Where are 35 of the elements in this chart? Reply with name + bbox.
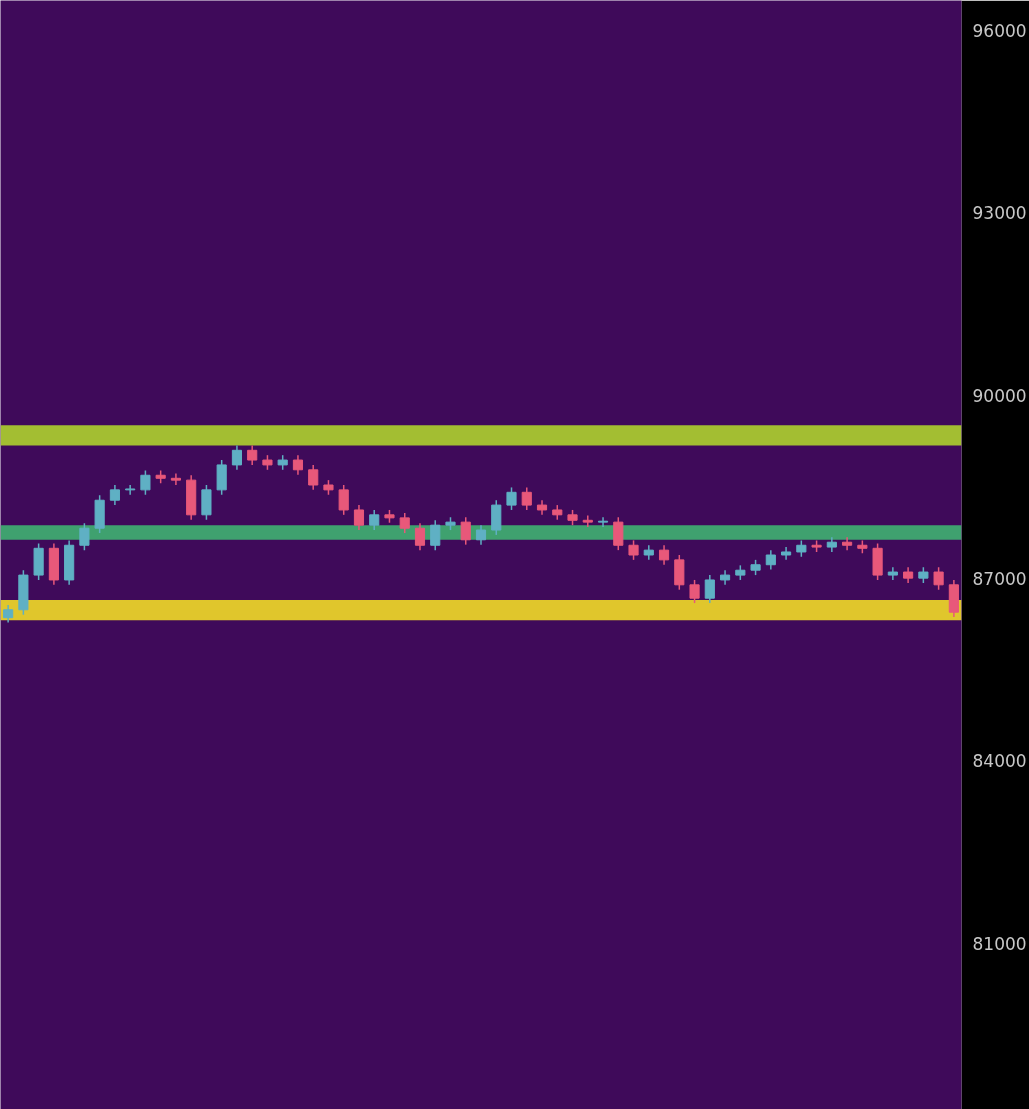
candlestick [353, 504, 365, 531]
candlestick [338, 484, 349, 516]
candlestick [765, 549, 776, 571]
candlestick [292, 454, 304, 476]
candlestick [521, 486, 532, 511]
candlestick [506, 486, 517, 511]
candlestick [842, 536, 853, 551]
candlestick [247, 444, 258, 466]
candlestick [613, 516, 624, 551]
candlestick [308, 464, 319, 491]
candlestick [597, 516, 609, 528]
candlestick [704, 574, 715, 604]
candlestick [399, 512, 410, 534]
candlestick [369, 509, 380, 531]
candlestick [689, 579, 700, 604]
y-tick-label: 93000 [972, 203, 1027, 224]
candlestick [231, 444, 243, 471]
candlestick [140, 469, 151, 496]
candlestick [933, 566, 944, 591]
y-tick-label: 81000 [972, 933, 1027, 954]
candlestick [460, 516, 471, 546]
candlestick [430, 519, 441, 551]
candlestick [628, 539, 639, 561]
candlestick [475, 524, 487, 546]
candlestick [582, 514, 593, 528]
y-tick-label: 90000 [972, 386, 1027, 407]
candlestick [658, 544, 670, 566]
candlestick [79, 522, 90, 551]
candlestick [125, 484, 136, 496]
candlestick [109, 484, 120, 506]
y-tick-label: 96000 [972, 20, 1027, 41]
candlestick [414, 522, 426, 551]
candlestick [170, 472, 181, 486]
y-tick-label: 87000 [972, 568, 1027, 589]
y-tick-label: 84000 [972, 751, 1027, 772]
